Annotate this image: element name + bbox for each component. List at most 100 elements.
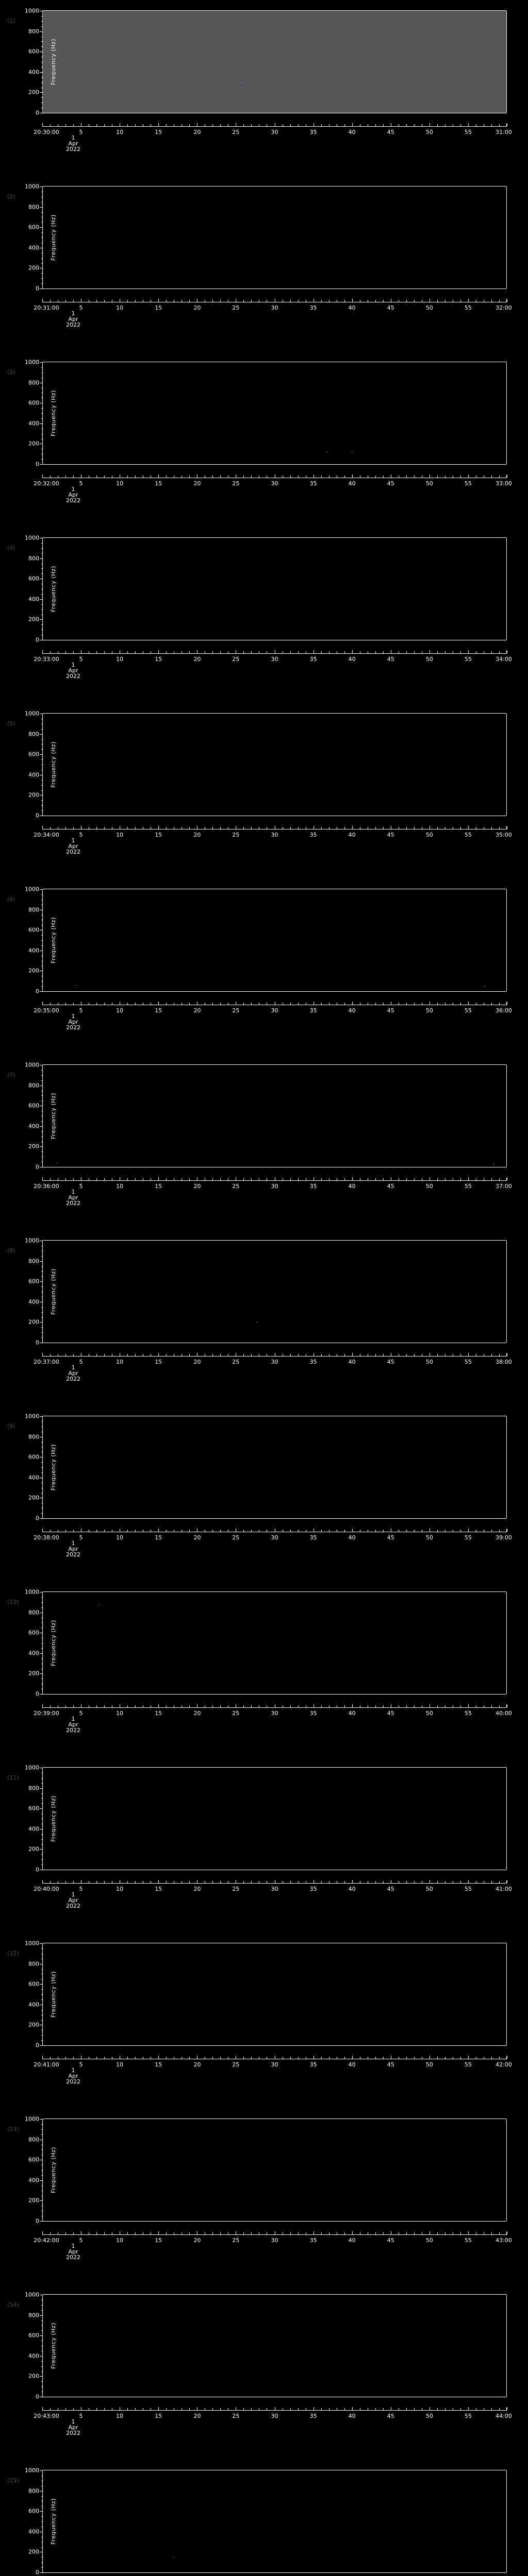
x-axis-minor-tick bbox=[220, 827, 221, 829]
date-line: Apr bbox=[68, 667, 78, 674]
y-axis-tick-label: 0 bbox=[36, 1515, 39, 1522]
x-axis-minor-tick bbox=[135, 124, 136, 126]
x-axis-major-tick bbox=[158, 1880, 159, 1883]
x-axis-right-cap bbox=[506, 1178, 507, 1181]
x-axis-tick-label: 20 bbox=[193, 1359, 201, 1365]
y-axis-tick-mark bbox=[40, 2119, 43, 2120]
x-axis-minor-tick bbox=[499, 1881, 500, 1883]
x-axis-major-tick bbox=[158, 1353, 159, 1356]
y-axis-tick-mark bbox=[40, 1457, 43, 1458]
x-axis-minor-tick bbox=[96, 827, 97, 829]
x-axis-tick-label: 40 bbox=[348, 2061, 356, 2068]
y-axis-tick-label: 0 bbox=[36, 1163, 39, 1171]
x-axis-minor-tick bbox=[166, 1881, 167, 1883]
y-axis-tick-mark bbox=[40, 1518, 43, 1519]
x-axis-minor-tick bbox=[104, 124, 105, 126]
x-axis-tick-label: 20:32:00 bbox=[34, 480, 59, 487]
x-axis-date-stamp: 1 Apr 2022 bbox=[42, 311, 104, 328]
y-axis-tick-label: 600 bbox=[28, 2332, 39, 2339]
y-axis-minor-tick bbox=[41, 2366, 43, 2367]
x-axis-major-tick bbox=[158, 2231, 159, 2234]
y-axis-minor-tick bbox=[41, 2361, 43, 2362]
y-axis-minor-tick bbox=[41, 779, 43, 781]
y-axis-tick-label: 200 bbox=[28, 967, 39, 974]
plot-frame-top bbox=[43, 1240, 506, 1241]
y-axis-minor-tick bbox=[41, 1839, 43, 1840]
x-axis-tick-label: 25 bbox=[232, 1359, 240, 1365]
y-axis-tick-mark bbox=[40, 1281, 43, 1282]
y-axis-tick-label: 600 bbox=[28, 751, 39, 758]
x-axis-tick-label: 35 bbox=[309, 832, 317, 838]
date-line: 1 bbox=[71, 2243, 75, 2249]
x-axis-minor-tick bbox=[437, 1003, 438, 1005]
y-axis-minor-tick bbox=[41, 1337, 43, 1338]
y-axis-minor-tick bbox=[41, 568, 43, 569]
x-axis-minor-tick bbox=[96, 476, 97, 478]
x-axis-minor-tick bbox=[73, 1530, 74, 1532]
x-axis-minor-tick bbox=[375, 476, 376, 478]
x-axis-tick-label: 45 bbox=[387, 1886, 394, 1892]
x-axis-tick-label: 45 bbox=[387, 129, 394, 135]
x-axis-major-tick bbox=[468, 2407, 469, 2410]
x-axis-minor-tick bbox=[414, 300, 415, 302]
y-axis-tick-label: 800 bbox=[28, 2487, 39, 2495]
x-axis-major-tick bbox=[158, 474, 159, 478]
y-axis-tick-label: 200 bbox=[28, 2021, 39, 2028]
y-axis-tick-mark bbox=[40, 1943, 43, 1944]
x-axis-minor-tick bbox=[460, 1178, 461, 1180]
y-axis-tick-mark bbox=[40, 2200, 43, 2201]
x-axis-minor-tick bbox=[189, 651, 190, 653]
x-axis-minor-tick bbox=[321, 651, 322, 653]
x-axis-minor-tick bbox=[290, 1705, 291, 1707]
x-axis-date-stamp: 1 Apr 2022 bbox=[42, 2067, 104, 2084]
y-axis-minor-tick bbox=[41, 26, 43, 27]
x-axis-minor-tick bbox=[243, 1178, 244, 1180]
x-axis-tick-label: 30 bbox=[271, 1359, 278, 1365]
x-axis-tick-label: 15 bbox=[155, 1534, 162, 1541]
y-axis-tick-label: 0 bbox=[36, 109, 39, 116]
date-line: 1 bbox=[71, 837, 75, 844]
spectrogram-panel: (3) 0 200 400 600 800 1000 Frequency (Hz) 20:32:… bbox=[0, 351, 528, 527]
x-axis-minor-tick bbox=[135, 1354, 136, 1356]
x-axis-tick-label: 20:36:00 bbox=[34, 1183, 59, 1190]
date-line: 1 bbox=[71, 486, 75, 493]
y-axis-tick-label: 1000 bbox=[25, 1940, 39, 1947]
x-axis-minor-tick bbox=[73, 1881, 74, 1883]
plot-area: 0 200 400 600 800 1000 Frequency (Hz) bbox=[25, 1238, 507, 1346]
x-axis-tick-label: 10 bbox=[116, 656, 124, 663]
x-axis-minor-tick bbox=[375, 1178, 376, 1180]
x-axis-tick-label: 50 bbox=[425, 1359, 433, 1365]
y-axis-minor-tick bbox=[41, 1859, 43, 1860]
y-axis-tick-label: 600 bbox=[28, 1278, 39, 1285]
x-axis-minor-tick bbox=[212, 1003, 213, 1005]
x-axis-tick-label: 55 bbox=[464, 129, 472, 135]
x-axis-minor-tick bbox=[212, 1530, 213, 1532]
y-axis-minor-tick bbox=[41, 1994, 43, 1995]
y-axis-minor-tick bbox=[41, 2124, 43, 2125]
panel-number-label: (4) bbox=[7, 545, 15, 551]
x-axis-minor-tick bbox=[406, 124, 407, 126]
x-axis-minor-tick bbox=[499, 2057, 500, 2059]
x-axis-minor-tick bbox=[50, 2232, 51, 2234]
y-axis-tick-label: 600 bbox=[28, 1980, 39, 1988]
x-axis-minor-tick bbox=[65, 1881, 67, 1883]
x-axis-minor-tick bbox=[50, 124, 51, 126]
y-axis-tick-mark bbox=[40, 1673, 43, 1674]
y-axis-tick-label: 1000 bbox=[25, 1764, 39, 1771]
date-line: 2022 bbox=[66, 321, 80, 328]
x-axis-tick-label: 15 bbox=[155, 480, 162, 487]
x-axis-minor-tick bbox=[243, 1003, 244, 1005]
x-axis-minor-tick bbox=[50, 651, 51, 653]
y-axis-minor-tick bbox=[41, 1121, 43, 1122]
y-axis-minor-tick bbox=[41, 2035, 43, 2036]
x-axis-minor-tick bbox=[321, 2232, 322, 2234]
plot-frame-top bbox=[43, 1064, 506, 1065]
y-axis-minor-tick bbox=[41, 408, 43, 409]
x-axis-tick-label: 20 bbox=[193, 129, 201, 135]
x-axis-tick-label: 20 bbox=[193, 480, 201, 487]
x-axis-major-tick bbox=[468, 826, 469, 829]
y-axis-minor-tick bbox=[41, 914, 43, 916]
x-axis-date-stamp: 1 Apr 2022 bbox=[42, 1716, 104, 1733]
y-axis-tick-label: 200 bbox=[28, 440, 39, 447]
plot-frame-top bbox=[43, 1591, 506, 1592]
